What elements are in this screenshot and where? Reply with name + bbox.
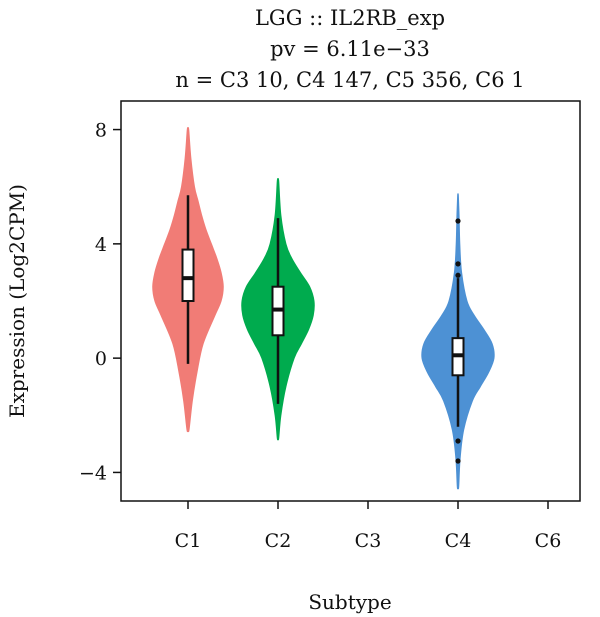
outlier-point [455, 261, 461, 267]
x-axis-title: Subtype [308, 590, 391, 614]
y-axis: 8 4 0 −4 [79, 120, 121, 484]
outlier-point [455, 438, 461, 444]
x-tick-label: C2 [265, 530, 292, 552]
plot-frame [120, 100, 581, 502]
x-tick-label: C3 [355, 530, 382, 552]
outlier-point [455, 218, 461, 224]
iqr-box [181, 248, 195, 302]
y-tick-label: 0 [95, 348, 107, 370]
chart-sample-counts: n = C3 10, C4 147, C5 356, C6 1 [175, 68, 525, 92]
outlier-point [455, 272, 461, 278]
violin-c1 [152, 126, 224, 433]
chart-pvalue: pv = 6.11e−33 [270, 37, 430, 61]
y-axis-title: Expression (Log2CPM) [5, 184, 29, 418]
y-tick-label: −4 [79, 462, 107, 484]
outlier-point [455, 458, 461, 464]
violin-c4 [421, 193, 495, 490]
x-tick-label: C1 [175, 530, 202, 552]
y-tick-label: 4 [95, 234, 107, 256]
x-tick-label: C4 [445, 530, 472, 552]
x-tick-label: C6 [535, 530, 562, 552]
violin-c2 [241, 177, 315, 441]
violins-layer [152, 126, 495, 490]
y-tick-label: 8 [95, 120, 107, 142]
x-axis: C1 C2 C3 C4 C6 [175, 501, 562, 552]
chart-title: LGG :: IL2RB_exp [254, 6, 446, 30]
